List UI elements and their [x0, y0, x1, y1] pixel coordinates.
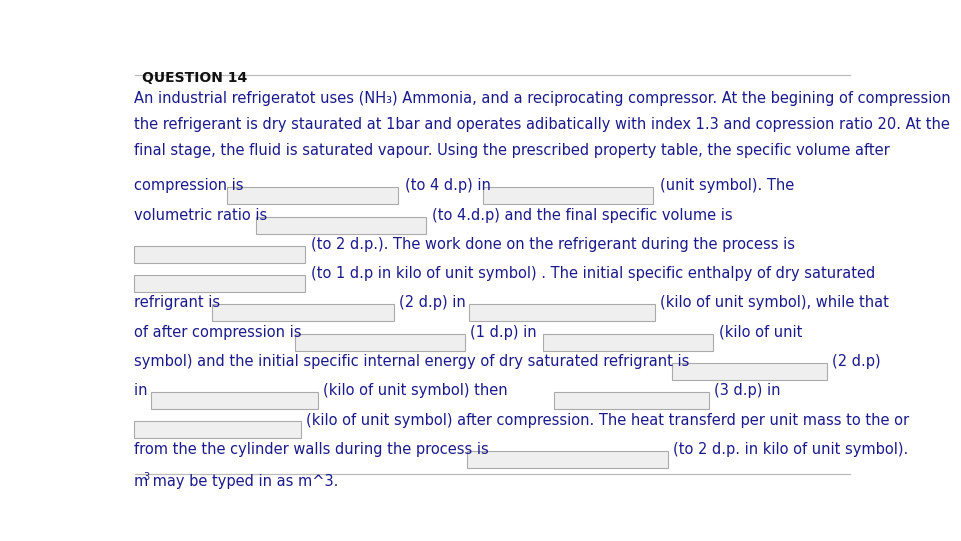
Text: in: in [135, 383, 152, 398]
Text: (to 4.d.p) and the final specific volume is: (to 4.d.p) and the final specific volume… [431, 208, 732, 223]
FancyBboxPatch shape [294, 334, 465, 351]
Text: (kilo of unit symbol) then: (kilo of unit symbol) then [323, 383, 512, 398]
Text: (to 2 d.p.). The work done on the refrigerant during the process is: (to 2 d.p.). The work done on the refrig… [310, 237, 795, 252]
Text: 3: 3 [143, 472, 150, 482]
FancyBboxPatch shape [135, 275, 305, 292]
FancyBboxPatch shape [466, 451, 668, 467]
Text: (kilo of unit symbol), while that: (kilo of unit symbol), while that [660, 295, 889, 311]
FancyBboxPatch shape [151, 392, 318, 409]
Text: refrigrant is: refrigrant is [135, 295, 225, 311]
FancyBboxPatch shape [211, 305, 394, 321]
Text: m: m [135, 474, 148, 489]
FancyBboxPatch shape [469, 305, 654, 321]
Text: compression is: compression is [135, 179, 248, 194]
Text: the refrigerant is dry staurated at 1bar and operates adibatically with index 1.: the refrigerant is dry staurated at 1bar… [135, 117, 950, 132]
Text: (1 d.p) in: (1 d.p) in [471, 325, 542, 340]
Text: (to 1 d.p in kilo of unit symbol) . The initial specific enthalpy of dry saturat: (to 1 d.p in kilo of unit symbol) . The … [310, 266, 875, 281]
Text: from the the cylinder walls during the process is: from the the cylinder walls during the p… [135, 442, 493, 457]
FancyBboxPatch shape [135, 246, 305, 263]
FancyBboxPatch shape [135, 421, 301, 438]
Text: QUESTION 14: QUESTION 14 [142, 71, 247, 85]
Text: volumetric ratio is: volumetric ratio is [135, 208, 272, 223]
FancyBboxPatch shape [672, 363, 826, 380]
Text: (2 d.p): (2 d.p) [831, 354, 880, 369]
Text: (2 d.p) in: (2 d.p) in [399, 295, 471, 311]
Text: An industrial refrigeratot uses (NH₃) Ammonia, and a reciprocating compressor. A: An industrial refrigeratot uses (NH₃) Am… [135, 91, 950, 105]
FancyBboxPatch shape [554, 392, 709, 409]
Text: symbol) and the initial specific internal energy of dry saturated refrigrant is: symbol) and the initial specific interna… [135, 354, 694, 369]
Text: may be typed in as m^3.: may be typed in as m^3. [148, 474, 338, 489]
Text: of after compression is: of after compression is [135, 325, 307, 340]
FancyBboxPatch shape [543, 334, 713, 351]
Text: (kilo of unit symbol) after compression. The heat transferd per unit mass to the: (kilo of unit symbol) after compression.… [307, 412, 909, 427]
FancyBboxPatch shape [227, 187, 398, 204]
Text: (to 4 d.p) in: (to 4 d.p) in [406, 179, 496, 194]
Text: (to 2 d.p. in kilo of unit symbol).: (to 2 d.p. in kilo of unit symbol). [673, 442, 908, 457]
Text: final stage, the fluid is saturated vapour. Using the prescribed property table,: final stage, the fluid is saturated vapo… [135, 143, 890, 158]
FancyBboxPatch shape [256, 216, 427, 234]
Text: (3 d.p) in: (3 d.p) in [714, 383, 780, 398]
FancyBboxPatch shape [482, 187, 653, 204]
Text: (kilo of unit: (kilo of unit [719, 325, 802, 340]
Text: (unit symbol). The: (unit symbol). The [659, 179, 794, 194]
